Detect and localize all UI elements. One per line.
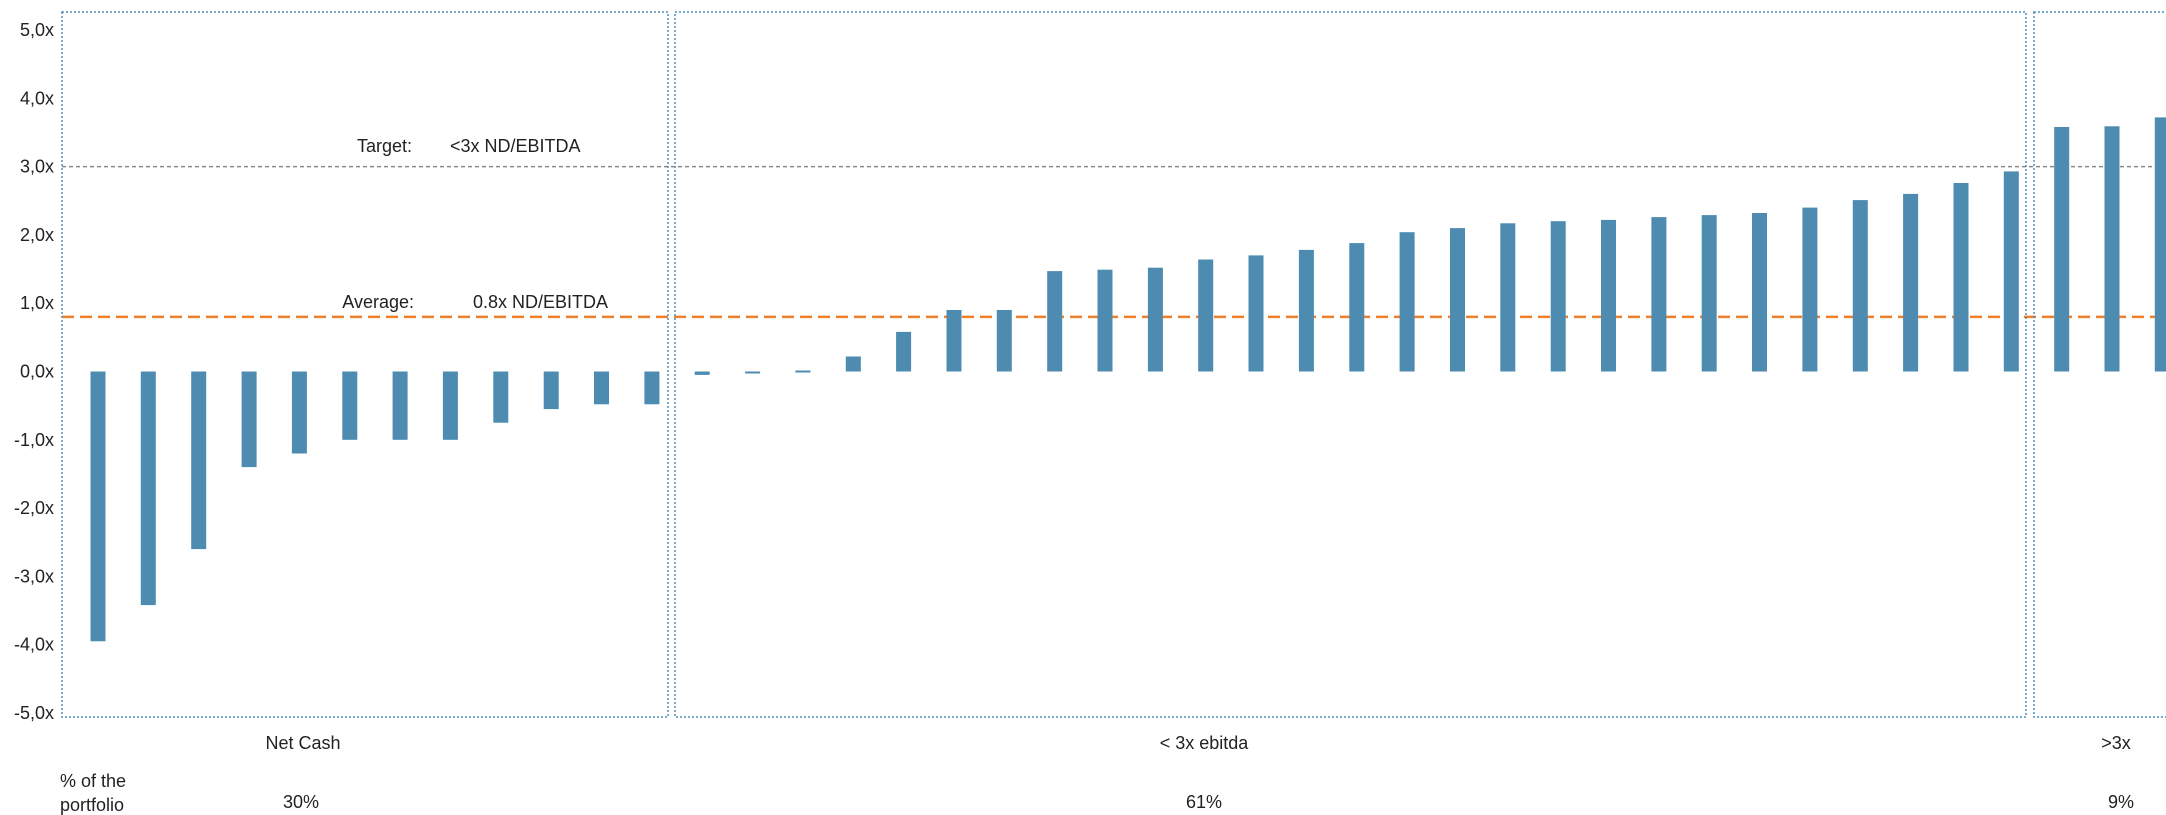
y-tick-label: 5,0x	[20, 20, 54, 40]
bar	[493, 371, 509, 423]
bar	[1047, 271, 1063, 372]
bar	[1651, 217, 1667, 372]
bar	[90, 371, 106, 642]
bar	[392, 371, 408, 440]
bar	[1248, 255, 1264, 372]
bars	[90, 117, 2166, 642]
group-share-under-3x: 61%	[1186, 792, 1222, 812]
bar	[694, 371, 710, 375]
y-tick-label: -5,0x	[14, 703, 54, 723]
y-tick-label: -3,0x	[14, 566, 54, 586]
target-value-label: <3x ND/EBITDA	[450, 136, 581, 156]
group-box-over-3x	[2033, 11, 2166, 718]
y-tick-label: 3,0x	[20, 157, 54, 177]
group-box-net-cash	[61, 11, 669, 718]
bar	[1550, 221, 1566, 372]
bar	[2154, 117, 2166, 372]
bar	[1752, 213, 1767, 372]
share-row-label-line2: portfolio	[60, 795, 124, 815]
bar	[1500, 223, 1516, 372]
bar	[1802, 207, 1818, 372]
bar	[140, 371, 156, 606]
bar	[1399, 232, 1415, 372]
bar	[2054, 127, 2070, 372]
bar	[1601, 219, 1616, 372]
bar	[1701, 215, 1717, 372]
bar	[1198, 259, 1214, 372]
bar	[1097, 269, 1113, 372]
bar	[1852, 200, 1868, 372]
y-tick-label: 1,0x	[20, 293, 54, 313]
y-tick-label: -1,0x	[14, 430, 54, 450]
bar	[745, 371, 761, 374]
bar	[2104, 126, 2120, 372]
y-tick-label: 2,0x	[20, 225, 54, 245]
bar	[342, 371, 358, 440]
average-value-label: 0.8x ND/EBITDA	[473, 292, 608, 312]
bar	[2003, 171, 2019, 372]
bar	[241, 371, 257, 468]
y-tick-label: 4,0x	[20, 88, 54, 108]
group-label-over-3x: >3x	[2101, 733, 2131, 753]
bar	[795, 370, 811, 373]
bar	[1903, 193, 1919, 372]
group-share-over-3x: 9%	[2108, 792, 2134, 812]
bar	[1298, 249, 1314, 372]
bar	[644, 371, 660, 405]
group-label-net-cash: Net Cash	[265, 733, 340, 753]
y-tick-label: -4,0x	[14, 635, 54, 655]
annotations: Target: <3x ND/EBITDA Average: 0.8x ND/E…	[60, 136, 2134, 815]
bar	[594, 371, 609, 405]
bar	[191, 371, 207, 550]
bar	[896, 331, 912, 372]
target-label: Target:	[357, 136, 412, 156]
y-tick-label: -2,0x	[14, 498, 54, 518]
average-label: Average:	[342, 292, 414, 312]
group-label-under-3x: < 3x ebitda	[1160, 733, 1250, 753]
bar	[1953, 183, 1969, 372]
group-share-net-cash: 30%	[283, 792, 319, 812]
y-axis-ticks: 5,0x 4,0x 3,0x 2,0x 1,0x 0,0x -1,0x -2,0x -3,0x -…	[14, 20, 54, 723]
share-row-label-line1: % of the	[60, 771, 126, 791]
y-tick-label: 0,0x	[20, 362, 54, 382]
bar	[1349, 243, 1365, 372]
bar	[1450, 228, 1465, 372]
bar	[543, 371, 559, 410]
group-boxes	[61, 11, 2166, 718]
bar	[442, 371, 458, 440]
bar	[946, 310, 962, 372]
bar	[845, 356, 861, 372]
bar	[996, 310, 1012, 372]
bar	[291, 371, 307, 454]
bar	[1147, 267, 1163, 372]
